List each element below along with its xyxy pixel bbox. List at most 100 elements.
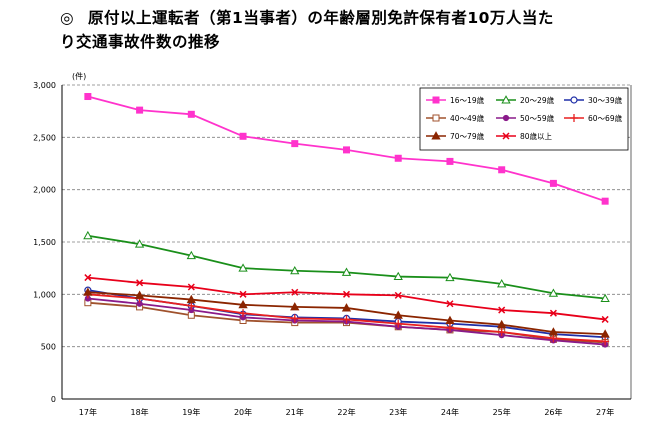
series-line: [87, 234, 606, 300]
data-point: [186, 250, 196, 260]
data-point: [445, 272, 455, 282]
data-point: [238, 263, 248, 272]
series-8: [84, 274, 609, 323]
data-point: [601, 197, 609, 205]
legend-label: 70～79歳: [450, 131, 485, 141]
data-point: [548, 327, 559, 336]
data-point: [84, 274, 92, 282]
data-point: [393, 271, 403, 281]
data-point: [134, 290, 145, 299]
data-point: [600, 329, 610, 338]
data-point: [187, 311, 195, 319]
data-point: [239, 309, 248, 318]
legend-item: 70～79歳: [426, 131, 485, 141]
legend-swatch-marker: [502, 132, 510, 140]
y-tick-label: 3,000: [33, 81, 56, 90]
legend-label: 60～69歳: [588, 113, 623, 123]
data-point: [394, 154, 402, 162]
data-point: [497, 319, 507, 329]
title-mark: ◎: [60, 9, 75, 27]
data-point: [291, 288, 299, 296]
legend-label: 40～49歳: [450, 113, 485, 123]
x-tick-label: 20年: [234, 407, 252, 417]
data-point: [549, 309, 557, 317]
legend-swatch-marker: [502, 114, 510, 122]
y-tick-label: 2,000: [33, 186, 56, 195]
x-tick-label: 25年: [493, 407, 511, 417]
data-point: [134, 239, 145, 248]
data-point: [239, 132, 247, 140]
legend-item: 50～59歳: [496, 113, 555, 123]
data-point: [341, 303, 352, 312]
data-point: [136, 279, 144, 287]
data-point: [445, 315, 455, 324]
x-tick-label: 26年: [544, 407, 562, 417]
title-line-1: 原付以上運転者（第1当事者）の年齢層別免許保有者10万人当た: [88, 9, 554, 27]
data-point: [446, 300, 454, 308]
series-line: [87, 276, 606, 321]
series-7: [83, 287, 610, 338]
data-point: [342, 290, 351, 298]
x-tick-label: 21年: [286, 407, 304, 417]
x-tick-label: 27年: [596, 407, 614, 417]
data-point: [290, 314, 299, 323]
series-line: [87, 291, 606, 336]
y-tick-label: 500: [41, 343, 56, 352]
legend-item: 20～29歳: [496, 95, 555, 105]
legend-item: 40～49歳: [426, 113, 485, 123]
data-point: [393, 310, 403, 319]
data-point: [549, 179, 557, 187]
data-point: [290, 265, 300, 275]
axes: 0 500 1,000 1,500 2,000 2,500 3,000 17年 18年 19年 20…: [33, 81, 632, 417]
data-point: [343, 146, 350, 154]
x-tick-label: 19年: [182, 407, 200, 417]
x-tick-label: 23年: [389, 407, 407, 417]
data-point: [238, 299, 248, 309]
data-point: [445, 323, 454, 332]
data-point: [446, 157, 454, 165]
data-point: [187, 110, 195, 118]
series-1: [84, 93, 609, 205]
data-point: [498, 166, 506, 174]
y-unit-label: (件): [72, 71, 86, 81]
legend-label: 50～59歳: [520, 113, 555, 123]
data-point: [187, 301, 196, 310]
y-tick-label: 1,500: [33, 238, 56, 247]
legend-item: 80歳以上: [496, 131, 553, 141]
y-tick-label: 0: [51, 395, 56, 404]
data-point: [548, 288, 559, 297]
data-point: [291, 140, 299, 148]
legend-label: 30～39歳: [588, 95, 623, 105]
data-point: [549, 334, 558, 343]
legend-item: 16～19歳: [426, 95, 485, 105]
data-point: [239, 290, 247, 298]
series-2: [83, 230, 610, 303]
x-tick-label: 18年: [130, 407, 148, 417]
data-point: [600, 293, 610, 303]
data-point: [497, 279, 507, 288]
data-point: [601, 337, 610, 346]
legend-item: 60～69歳: [564, 113, 623, 123]
data-point: [342, 315, 351, 324]
legend-swatch-marker: [570, 114, 578, 122]
legend-swatch-marker: [432, 114, 440, 122]
data-point: [394, 291, 402, 299]
legend-swatch-marker: [570, 96, 578, 104]
data-point: [83, 287, 93, 296]
data-point: [498, 306, 506, 314]
legend-label: 16～19歳: [450, 95, 485, 105]
legend-label: 80歳以上: [520, 131, 553, 141]
series-layer: [83, 93, 610, 348]
legend-swatch-marker: [432, 96, 440, 104]
data-point: [136, 106, 144, 114]
x-tick-label: 24年: [441, 407, 459, 417]
legend-box: [419, 87, 629, 151]
data-point: [83, 230, 93, 240]
data-point: [341, 267, 352, 276]
data-point: [187, 283, 195, 291]
data-point: [290, 302, 300, 311]
data-point: [84, 93, 92, 101]
legend-item: 30～39歳: [564, 95, 623, 105]
legend: 16～19歳 20～29歳 30～39歳 40～49歳 50～59歳 60～69歳 70～7…: [419, 87, 629, 151]
